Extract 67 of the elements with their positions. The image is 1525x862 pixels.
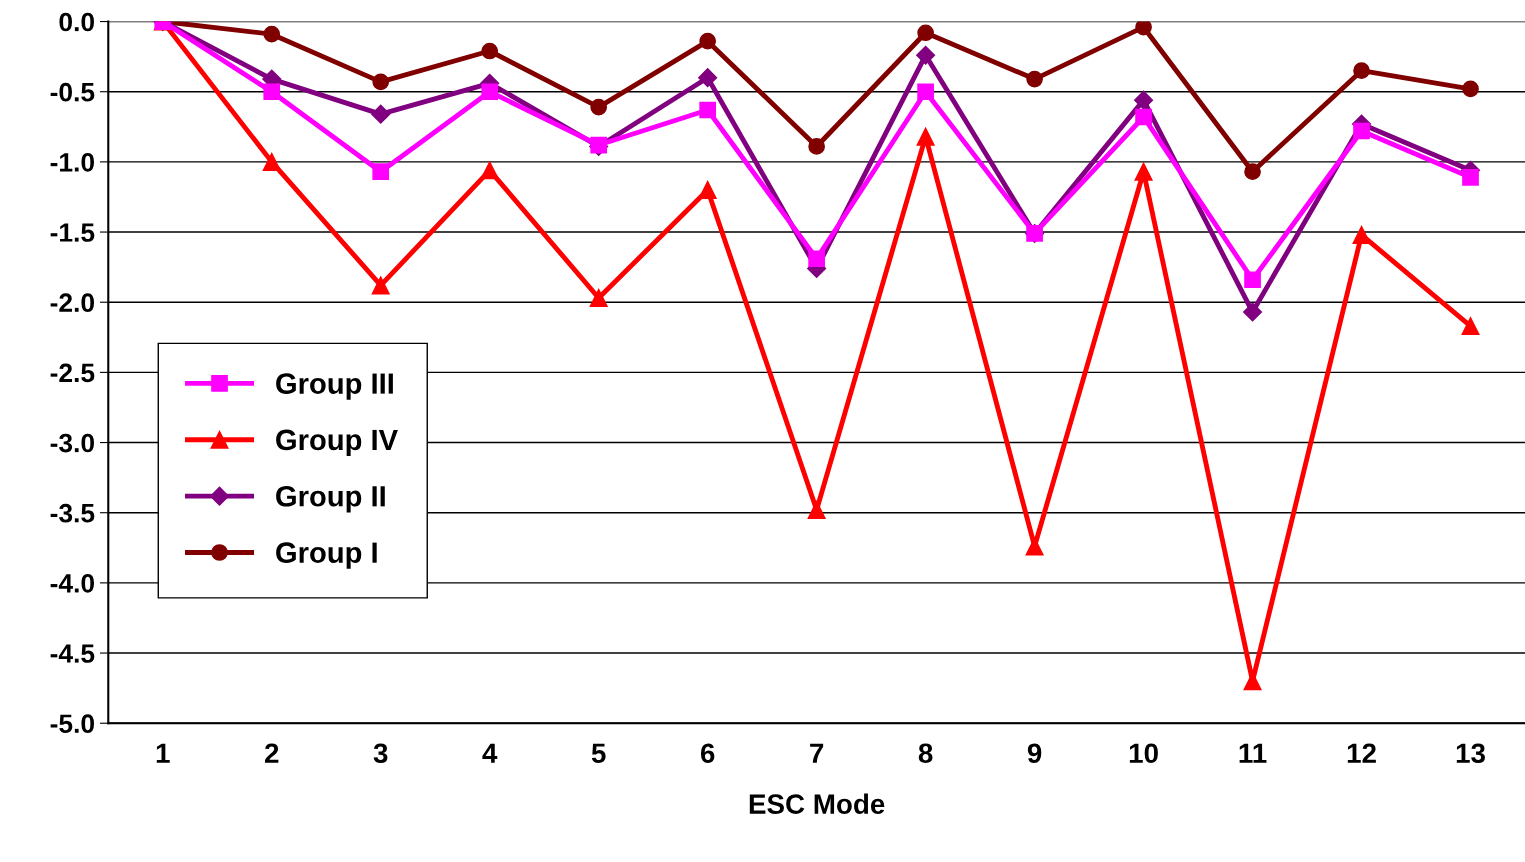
y-tick-label: -5.0 xyxy=(50,714,94,734)
x-tick-label: 11 xyxy=(1239,743,1267,763)
point xyxy=(590,98,608,116)
y-tick-label: -0.5 xyxy=(50,82,95,102)
point xyxy=(1353,62,1370,80)
point xyxy=(1134,162,1153,181)
x-tick-label: 9 xyxy=(1027,743,1042,764)
point xyxy=(1134,90,1154,110)
point xyxy=(698,68,718,88)
point xyxy=(808,250,825,268)
point xyxy=(1462,168,1479,186)
x-tick-label: 4 xyxy=(482,743,498,763)
point xyxy=(1353,122,1370,140)
x-tick-label: 7 xyxy=(810,743,824,763)
x-tick-label: 8 xyxy=(918,743,933,764)
point xyxy=(481,83,499,101)
point xyxy=(698,180,717,199)
point xyxy=(1352,225,1371,244)
point xyxy=(480,161,499,180)
point xyxy=(263,25,281,43)
point xyxy=(1025,537,1044,556)
point xyxy=(699,101,716,119)
point xyxy=(372,163,390,181)
point xyxy=(1243,302,1263,322)
point xyxy=(1461,317,1480,336)
y-tick-label: -1.5 xyxy=(50,223,95,242)
point xyxy=(916,45,936,65)
point xyxy=(262,152,281,171)
point xyxy=(371,276,390,295)
point xyxy=(372,73,390,91)
point xyxy=(1462,80,1479,98)
y-tick-label: -1.0 xyxy=(50,153,94,172)
y-tick-label: 0.0 xyxy=(59,12,94,32)
x-tick-label: 10 xyxy=(1129,743,1158,764)
x-axis-title: ESC Mode xyxy=(749,793,885,814)
x-tick-label: 5 xyxy=(591,743,606,764)
x-tick-label: 2 xyxy=(264,743,279,763)
y-tick-label: -4.0 xyxy=(50,574,94,593)
point xyxy=(1244,163,1261,181)
x-tick-label: 1 xyxy=(156,743,170,763)
x-tick-label: 12 xyxy=(1347,743,1376,763)
legend-label: Group IV xyxy=(276,429,398,457)
point xyxy=(481,42,499,60)
point xyxy=(1026,70,1043,88)
point xyxy=(371,104,391,124)
point xyxy=(699,32,716,50)
point xyxy=(1135,21,1152,36)
point xyxy=(263,83,281,101)
point xyxy=(917,24,934,42)
point xyxy=(917,83,934,101)
y-tick-label: -3.5 xyxy=(50,503,95,523)
point xyxy=(589,288,608,308)
point xyxy=(807,500,826,519)
point xyxy=(1135,108,1152,126)
x-tick-label: 6 xyxy=(700,743,715,764)
point xyxy=(1244,271,1261,289)
x-tick-label: 3 xyxy=(373,743,388,764)
y-tick-label: -3.0 xyxy=(50,433,94,453)
y-tick-label: -4.5 xyxy=(50,644,95,663)
point xyxy=(916,127,935,146)
y-tick-label: -2.5 xyxy=(50,363,95,383)
x-tick-label: 13 xyxy=(1456,743,1485,764)
legend-label: Group I xyxy=(276,542,377,569)
y-tick-label: -2.0 xyxy=(50,293,94,313)
legend-label: Group III xyxy=(276,373,393,400)
legend-label: Group II xyxy=(276,485,385,513)
point xyxy=(808,138,825,155)
